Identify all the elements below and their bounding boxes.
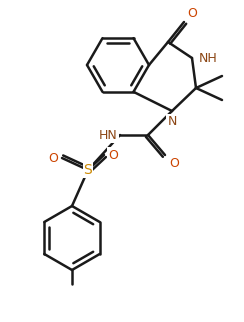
- Text: O: O: [187, 7, 197, 20]
- Text: O: O: [169, 157, 179, 170]
- Text: N: N: [167, 115, 177, 128]
- Text: S: S: [84, 163, 92, 177]
- Text: NH: NH: [199, 52, 218, 64]
- Text: O: O: [48, 151, 58, 165]
- Text: HN: HN: [99, 128, 118, 141]
- Text: O: O: [108, 148, 118, 162]
